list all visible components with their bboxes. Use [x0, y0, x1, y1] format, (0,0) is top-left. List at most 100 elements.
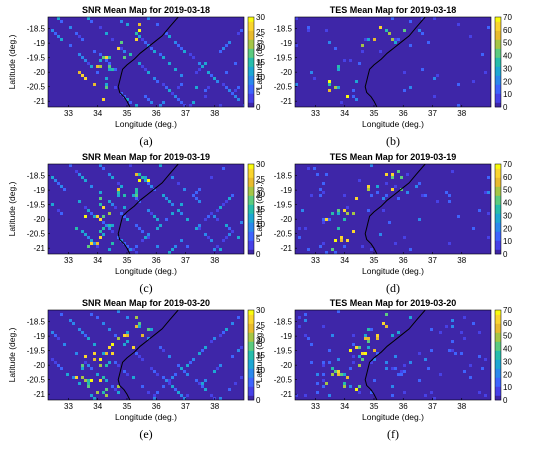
y-tick-label: -20.5 — [27, 376, 46, 385]
heatmap-cell — [105, 86, 108, 89]
heatmap-cell — [364, 38, 367, 41]
heatmap-cell — [460, 352, 463, 355]
colorbar-segment — [495, 204, 501, 208]
x-tick-label: 38 — [457, 402, 466, 411]
heatmap-cell — [319, 194, 322, 197]
y-tick-label: -19 — [33, 39, 45, 48]
heatmap-cell — [439, 373, 442, 376]
colorbar-segment — [248, 321, 254, 324]
y-tick-label: -19.5 — [274, 201, 293, 210]
heatmap-cell — [307, 29, 310, 32]
heatmap-cell — [141, 230, 144, 233]
heatmap-cell — [120, 41, 123, 44]
y-tick-label: -21 — [280, 97, 292, 106]
heatmap-cell — [307, 248, 310, 251]
colorbar-tick-label: 10 — [503, 383, 512, 392]
colorbar-tick-label: 30 — [503, 64, 512, 73]
colorbar-segment — [495, 370, 501, 374]
heatmap-cell — [93, 352, 96, 355]
heatmap-cell — [99, 59, 102, 62]
heatmap-cell — [81, 230, 84, 233]
heatmap-cell — [337, 68, 340, 71]
colorbar-segment — [248, 50, 254, 54]
colorbar-segment — [495, 193, 501, 196]
heatmap-cell — [231, 230, 234, 233]
panel-label: (c) — [139, 281, 152, 295]
heatmap-cells — [295, 17, 490, 107]
heatmap-background — [295, 17, 491, 107]
heatmap-cell — [424, 394, 427, 397]
heatmap-cell — [370, 248, 373, 251]
colorbar-segment — [248, 388, 254, 392]
colorbar-segment — [495, 86, 501, 90]
axes-frame — [294, 16, 492, 108]
colorbar-segment — [248, 55, 254, 58]
panel-label: (e) — [139, 427, 152, 441]
colorbar-segment — [248, 215, 254, 219]
heatmap-cell — [457, 23, 460, 26]
heatmap-cell — [358, 391, 361, 394]
colorbar-segment — [248, 339, 254, 342]
heatmap-cell — [114, 206, 117, 209]
heatmap-cell — [219, 206, 222, 209]
colorbar-segment — [495, 231, 501, 235]
heatmap-cell — [99, 191, 102, 194]
colorbar-segment — [248, 238, 254, 241]
heatmap-cell — [159, 224, 162, 227]
heatmap-cell — [81, 376, 84, 379]
colorbar-segment — [248, 236, 254, 239]
colorbar-segment — [495, 377, 501, 381]
colorbar-tick-label: 15 — [256, 351, 265, 360]
heatmap-cell — [99, 230, 102, 233]
colorbar-segment — [495, 89, 501, 92]
heatmap-cell — [168, 382, 171, 385]
heatmap-cell — [84, 206, 87, 209]
x-axis-label: Longitude (deg.) — [115, 266, 177, 276]
colorbar-tick-label: 25 — [256, 28, 265, 37]
colorbar-segment — [248, 37, 254, 40]
heatmap-cell — [225, 86, 228, 89]
colorbar-segment — [495, 341, 501, 345]
heatmap-cell — [222, 331, 225, 334]
heatmap-cell — [409, 86, 412, 89]
heatmap-cell — [87, 245, 90, 248]
heatmap-cell — [409, 248, 412, 251]
heatmap-background — [48, 17, 244, 107]
heatmap-cell — [201, 65, 204, 68]
x-tick-label: 34 — [340, 109, 349, 118]
heatmap-cell — [316, 173, 319, 176]
heatmap-cell — [337, 310, 340, 313]
heatmap-cell — [234, 62, 237, 65]
heatmap-cell — [349, 385, 352, 388]
colorbar-tick-label: 10 — [256, 220, 265, 229]
colorbar-segment — [248, 341, 254, 345]
heatmap-cell — [382, 197, 385, 200]
colorbar-segment — [495, 182, 501, 185]
heatmap-cell — [84, 59, 87, 62]
heatmap-cell — [352, 230, 355, 233]
heatmap-cell — [201, 382, 204, 385]
heatmap-cell — [240, 221, 243, 224]
heatmap-cell — [385, 173, 388, 176]
heatmap-cell — [481, 367, 484, 370]
heatmap-cell — [141, 239, 144, 242]
heatmap-cell — [298, 227, 301, 230]
colorbar-segment — [248, 41, 254, 45]
heatmap-cell — [403, 236, 406, 239]
colorbar-segment — [495, 359, 501, 363]
heatmap-cell — [481, 53, 484, 56]
colorbar-segment — [495, 184, 501, 187]
heatmap-cell — [391, 188, 394, 191]
heatmap-cell — [322, 361, 325, 364]
heatmap-cell — [111, 343, 114, 346]
y-tick-label: -18.5 — [274, 172, 293, 181]
heatmap-cell — [75, 376, 78, 379]
heatmap-cell — [207, 215, 210, 218]
colorbar-segment — [248, 177, 254, 181]
colorbar-segment — [495, 46, 501, 49]
heatmap-cell — [225, 200, 228, 203]
heatmap-cell — [102, 167, 105, 170]
heatmap-cell — [93, 358, 96, 361]
y-tick-label: -19 — [280, 332, 292, 341]
heatmap-cell — [153, 77, 156, 80]
